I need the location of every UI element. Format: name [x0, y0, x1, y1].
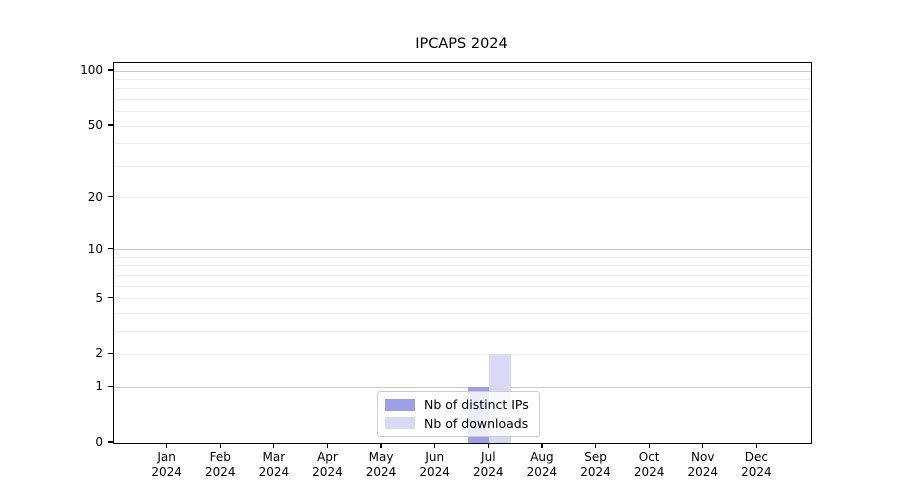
legend-swatch-distinct-ips — [385, 398, 415, 411]
x-axis-tick-label: Jul — [481, 450, 496, 464]
x-tick-mark — [755, 443, 757, 448]
y-gridline-minor — [114, 197, 811, 199]
legend-entry-distinct-ips: Nb of distinct IPs — [385, 396, 531, 414]
x-axis-tick-year-label: 2024 — [312, 465, 343, 479]
x-axis-tick-year-label: 2024 — [526, 465, 558, 479]
x-axis-tick-label: May — [368, 450, 394, 464]
y-gridline-minor — [114, 125, 811, 127]
y-tick-mark — [108, 352, 113, 355]
x-axis-tick-year-label: 2024 — [151, 465, 182, 479]
x-axis-tick-year-label: 2024 — [473, 465, 504, 479]
x-axis-tick-year-label: 2024 — [258, 465, 290, 479]
y-gridline-minor — [114, 274, 811, 276]
legend: Nb of distinct IPs Nb of downloads — [377, 391, 540, 437]
y-gridline-minor — [114, 330, 811, 332]
x-tick-mark — [594, 443, 597, 448]
x-tick-mark — [702, 443, 704, 448]
y-axis-tick-label: 0 — [95, 435, 103, 449]
y-axis-tick-label: 50 — [87, 118, 103, 133]
x-axis-tick-label: Feb — [209, 450, 231, 464]
x-tick-mark — [166, 443, 168, 448]
y-axis-tick-label: 20 — [87, 189, 103, 204]
x-axis-tick-label: Sep — [584, 450, 607, 464]
y-gridline-minor — [114, 256, 811, 258]
y-tick-mark — [108, 385, 113, 387]
x-axis-tick-label: Jun — [425, 450, 445, 464]
x-axis-tick-label: Jan — [157, 450, 176, 464]
y-gridline-minor — [114, 298, 811, 300]
legend-entry-downloads: Nb of downloads — [385, 414, 531, 432]
y-axis-tick-label: 2 — [95, 346, 103, 361]
x-tick-mark — [648, 443, 650, 448]
x-tick-mark — [380, 443, 382, 448]
x-axis-tick-year-label: 2024 — [419, 465, 450, 479]
y-gridline-major — [114, 70, 811, 72]
x-axis-tick-label: Mar — [262, 450, 286, 464]
y-gridline-minor — [114, 285, 811, 287]
x-tick-mark — [273, 443, 275, 448]
y-axis-tick-label: 5 — [95, 290, 103, 305]
x-axis-tick-label: Nov — [691, 450, 715, 464]
y-gridline-minor — [114, 143, 811, 145]
x-tick-mark — [487, 443, 489, 448]
x-axis-tick-year-label: 2024 — [365, 465, 397, 479]
y-tick-mark — [108, 124, 113, 126]
y-gridline-minor — [114, 353, 811, 355]
y-tick-mark — [108, 195, 113, 198]
x-tick-mark — [541, 443, 543, 448]
y-gridline-minor — [114, 111, 811, 113]
y-gridline-minor — [114, 165, 811, 167]
legend-swatch-downloads — [385, 417, 415, 430]
y-gridline-minor — [114, 265, 811, 267]
y-axis-tick-label: 100 — [80, 63, 103, 77]
x-axis-tick-label: Aug — [530, 450, 554, 464]
y-gridline-minor — [114, 98, 811, 100]
y-gridline-major — [114, 386, 811, 388]
y-tick-mark — [108, 296, 113, 299]
legend-label-distinct-ips: Nb of distinct IPs — [424, 397, 529, 413]
plot-area — [113, 62, 812, 444]
y-gridline-minor — [114, 88, 811, 90]
x-axis-tick-year-label: 2024 — [633, 465, 665, 479]
x-axis-tick-year-label: 2024 — [204, 465, 236, 479]
x-tick-mark — [434, 443, 436, 448]
y-gridline-minor — [114, 78, 811, 80]
y-gridline-minor — [114, 312, 811, 314]
y-axis-tick-label: 1 — [95, 379, 103, 394]
y-gridline-major — [114, 249, 811, 251]
x-axis-tick-year-label: 2024 — [580, 465, 611, 479]
x-tick-mark — [326, 443, 329, 448]
y-tick-mark — [108, 248, 113, 250]
y-tick-mark — [108, 441, 113, 443]
x-axis-tick-year-label: 2024 — [687, 465, 719, 479]
chart-title: IPCAPS 2024 — [415, 36, 508, 52]
x-tick-mark — [219, 443, 221, 448]
x-axis-tick-label: Apr — [317, 450, 338, 464]
y-axis-tick-label: 10 — [87, 241, 103, 256]
legend-label-downloads: Nb of downloads — [424, 415, 529, 431]
x-axis-tick-label: Dec — [744, 450, 768, 464]
y-tick-mark — [108, 69, 113, 71]
x-axis-tick-label: Oct — [638, 450, 660, 464]
x-axis-tick-year-label: 2024 — [741, 465, 772, 479]
